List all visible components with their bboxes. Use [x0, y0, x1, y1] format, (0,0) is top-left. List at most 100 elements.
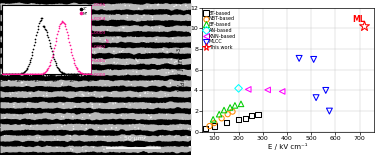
Point	[84, 73, 90, 75]
Point	[57, 23, 63, 25]
Point	[8, 27, 14, 30]
Point	[80, 50, 86, 53]
Point	[87, 73, 93, 76]
Point	[92, 91, 98, 93]
Point	[1, 60, 7, 62]
Point	[23, 73, 29, 76]
Point	[76, 73, 82, 76]
Point	[122, 40, 128, 42]
Point	[1, 73, 7, 76]
Point	[8, 93, 14, 95]
Point	[10, 117, 16, 120]
Point	[11, 105, 17, 108]
Point	[88, 73, 94, 76]
Point	[25, 104, 31, 106]
Point	[173, 60, 179, 63]
Point	[170, 5, 177, 8]
Point	[85, 73, 91, 76]
Point	[109, 127, 115, 129]
Point	[46, 37, 53, 39]
Point	[133, 36, 139, 38]
Point	[43, 29, 49, 31]
Point	[75, 69, 81, 72]
Point	[20, 81, 26, 84]
Point	[89, 62, 95, 64]
Point	[42, 6, 48, 9]
Point	[70, 115, 76, 118]
Point	[11, 73, 17, 76]
Point	[24, 5, 30, 7]
Point	[3, 73, 9, 76]
Point	[53, 17, 59, 20]
Point	[78, 125, 84, 128]
Point	[141, 14, 147, 16]
Point	[30, 127, 36, 129]
Point	[46, 65, 52, 68]
Point	[127, 104, 133, 106]
Point	[132, 126, 138, 128]
Point	[116, 29, 122, 31]
Point	[59, 125, 65, 128]
Point	[223, 121, 229, 124]
Point	[136, 7, 142, 10]
Point	[65, 73, 71, 75]
Point	[113, 126, 119, 129]
Point	[54, 39, 60, 42]
Point	[27, 113, 33, 115]
Point	[4, 73, 10, 76]
Point	[94, 58, 100, 61]
Point	[54, 65, 60, 68]
Point	[24, 26, 30, 29]
Point	[9, 73, 15, 76]
Point	[29, 73, 36, 76]
Point	[149, 18, 155, 21]
Point	[172, 72, 178, 75]
Point	[155, 3, 161, 6]
Point	[11, 103, 17, 106]
Point	[119, 50, 125, 53]
Point	[148, 116, 154, 118]
Point	[53, 37, 59, 39]
Point	[86, 73, 92, 76]
Point	[56, 25, 62, 27]
Point	[47, 61, 53, 64]
Point	[53, 51, 59, 53]
Point	[58, 71, 64, 73]
Point	[24, 73, 30, 76]
Point	[17, 73, 23, 76]
Point	[69, 18, 75, 20]
Point	[90, 47, 96, 50]
Point	[44, 94, 50, 97]
Point	[43, 82, 49, 84]
Point	[51, 58, 57, 60]
Point	[125, 14, 131, 16]
Point	[104, 147, 110, 150]
Point	[24, 66, 30, 69]
Point	[38, 18, 44, 21]
Point	[154, 146, 160, 149]
Point	[53, 40, 59, 42]
Point	[15, 73, 21, 75]
Point	[167, 81, 174, 84]
Point	[18, 72, 24, 75]
Legend: BT-based, NBT-based, BF-based, AN-based, KNN-based, MLCC, This work: BT-based, NBT-based, BF-based, AN-based,…	[204, 10, 236, 51]
Point	[29, 112, 35, 115]
Point	[172, 61, 178, 64]
Point	[30, 48, 36, 50]
Point	[0, 73, 6, 76]
Point	[46, 39, 52, 41]
Point	[203, 127, 209, 130]
Point	[37, 136, 43, 139]
Point	[0, 73, 6, 76]
Point	[56, 68, 62, 70]
Point	[313, 96, 319, 99]
Point	[22, 70, 28, 72]
Point	[115, 37, 121, 39]
Point	[27, 59, 33, 61]
Point	[139, 16, 145, 18]
Point	[34, 47, 40, 50]
Point	[104, 135, 110, 138]
Point	[14, 73, 20, 76]
Point	[103, 128, 109, 130]
Point	[245, 88, 251, 91]
